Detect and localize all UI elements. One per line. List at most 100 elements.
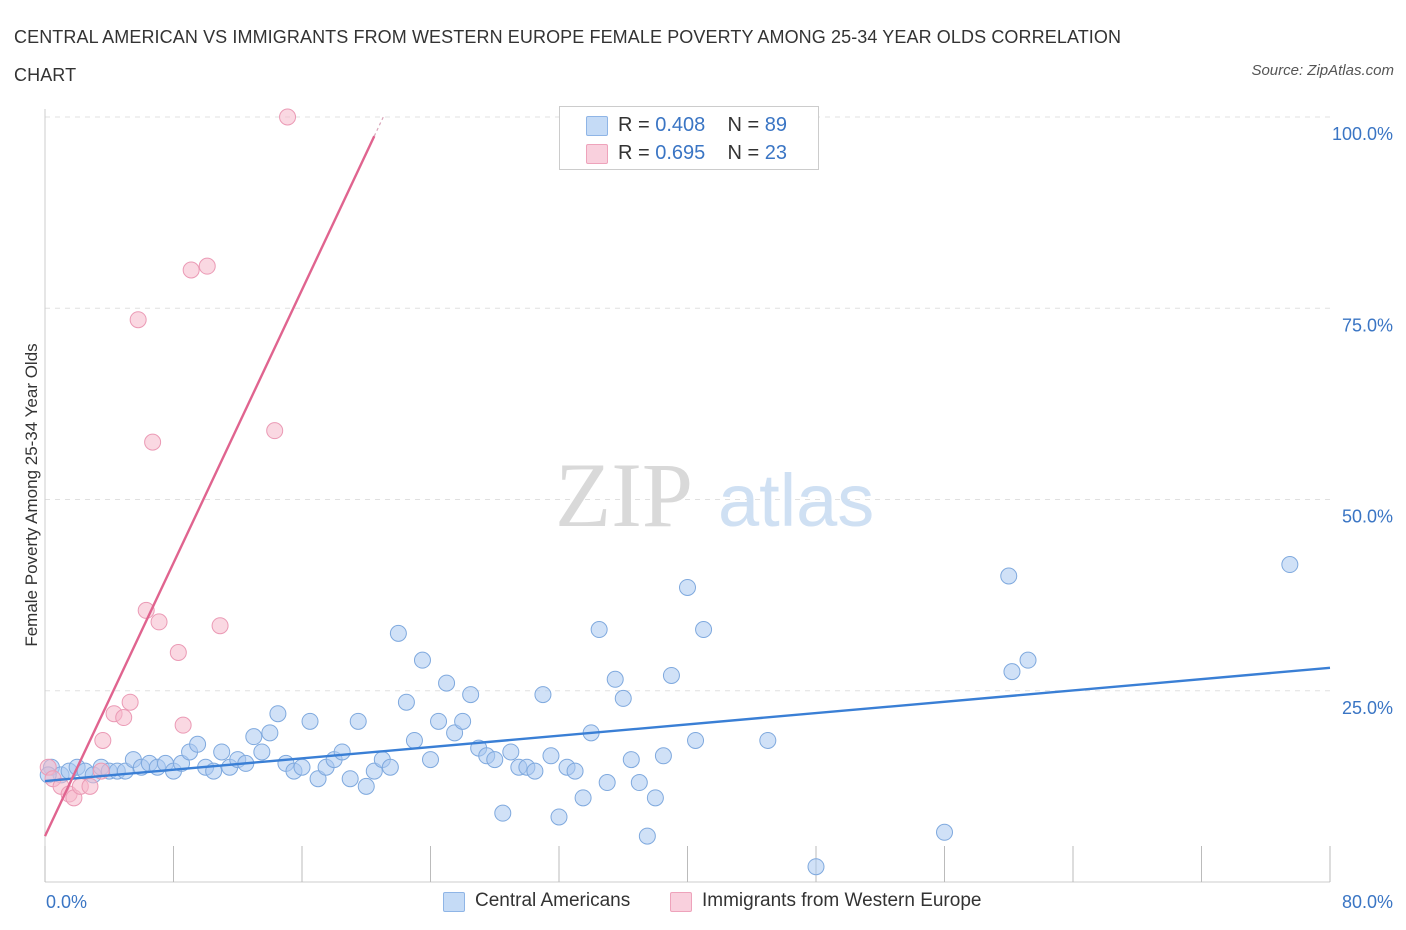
y-tick-labels: 100.0% 75.0% 50.0% 25.0% xyxy=(1332,124,1393,718)
point-western-europe xyxy=(115,709,133,727)
point-central-american xyxy=(566,762,584,780)
point-central-american xyxy=(397,693,415,711)
point-central-american xyxy=(422,751,439,769)
stats-n-label: N = xyxy=(727,114,760,136)
point-central-american xyxy=(357,777,375,795)
stats-r-label: R = xyxy=(618,114,650,136)
point-central-american xyxy=(1000,567,1018,585)
legend-swatch-blue xyxy=(443,892,465,912)
point-central-american xyxy=(574,789,592,807)
point-western-europe xyxy=(266,422,284,440)
point-western-europe xyxy=(198,257,216,275)
point-central-american xyxy=(462,686,480,704)
point-central-american xyxy=(542,747,560,765)
point-central-american xyxy=(349,712,367,730)
point-central-american xyxy=(1019,651,1037,669)
point-central-american xyxy=(646,789,664,807)
point-western-europe xyxy=(150,613,168,631)
point-central-american xyxy=(430,712,448,730)
y-tick-label: 100.0% xyxy=(1332,124,1393,144)
y-tick-label: 75.0% xyxy=(1342,315,1393,335)
legend-label: Central Americans xyxy=(475,890,631,911)
x-tick-label: 80.0% xyxy=(1342,892,1393,912)
stats-swatch-blue xyxy=(586,116,608,136)
point-central-american xyxy=(454,712,472,730)
grid-lines xyxy=(45,116,1330,692)
trend-line-extension xyxy=(373,116,384,137)
trend-line-central-americans xyxy=(44,666,1331,783)
point-central-american xyxy=(550,808,568,826)
point-western-europe xyxy=(129,311,147,329)
point-central-american xyxy=(381,758,399,776)
stats-swatch-pink xyxy=(586,144,608,164)
point-central-american xyxy=(269,705,287,723)
point-central-american xyxy=(494,804,512,822)
chart-title: CENTRAL AMERICAN VS IMMIGRANTS FROM WEST… xyxy=(14,27,1122,85)
y-tick-label: 25.0% xyxy=(1342,698,1393,718)
point-western-europe xyxy=(94,731,112,749)
stats-box: R = 0.408 N = 89 R = 0.695 N = 23 xyxy=(559,106,819,170)
point-central-american xyxy=(590,621,608,639)
point-central-american xyxy=(654,747,672,765)
watermark-atlas: atlas xyxy=(718,459,874,542)
point-central-american xyxy=(301,712,319,730)
watermark-zip: ZIP xyxy=(555,444,693,546)
stats-r-value: 0.695 xyxy=(655,142,706,164)
point-central-american xyxy=(405,731,423,749)
point-central-american xyxy=(1281,556,1299,574)
watermark: ZIP atlas xyxy=(555,444,874,546)
point-central-american xyxy=(606,670,624,688)
point-central-american xyxy=(486,751,504,769)
point-western-europe xyxy=(174,716,192,734)
point-central-american xyxy=(413,651,431,669)
y-tick-label: 50.0% xyxy=(1342,507,1393,527)
point-central-american xyxy=(438,674,456,692)
point-central-american xyxy=(936,823,953,841)
point-western-europe xyxy=(144,433,162,451)
stats-r-value: 0.408 xyxy=(655,114,706,136)
point-western-europe xyxy=(121,693,139,711)
point-central-american xyxy=(389,624,407,642)
legend-label: Immigrants from Western Europe xyxy=(702,890,982,911)
point-central-american xyxy=(598,774,616,792)
trend-line-western-europe xyxy=(43,135,376,837)
point-central-american xyxy=(293,758,311,776)
stats-n-value: 89 xyxy=(764,114,788,136)
point-central-american xyxy=(341,770,359,788)
point-central-american xyxy=(759,731,777,749)
point-central-american xyxy=(213,743,231,761)
point-central-american xyxy=(189,735,207,753)
point-western-europe xyxy=(81,777,99,795)
point-central-american xyxy=(1003,663,1021,681)
x-tick-label: 0.0% xyxy=(46,892,87,912)
point-central-american xyxy=(687,731,705,749)
point-central-american xyxy=(534,686,552,704)
y-axis-label: Female Poverty Among 25-34 Year Olds xyxy=(22,343,41,646)
point-western-europe xyxy=(182,261,200,279)
point-central-american xyxy=(253,743,271,761)
stats-n-label: N = xyxy=(727,142,760,164)
trend-lines xyxy=(43,116,1331,837)
point-central-american xyxy=(502,743,520,761)
point-central-american xyxy=(614,689,632,707)
point-central-american xyxy=(526,762,544,780)
point-central-american xyxy=(622,751,640,769)
point-central-american xyxy=(807,858,825,876)
axes xyxy=(44,109,1331,883)
source-label: Source: ZipAtlas.com xyxy=(1251,62,1394,79)
stats-n-value: 23 xyxy=(764,142,788,164)
point-central-american xyxy=(638,827,656,845)
stats-r-label: R = xyxy=(618,142,650,164)
legend-swatch-pink xyxy=(670,892,692,912)
point-central-american xyxy=(630,774,648,792)
point-western-europe xyxy=(279,108,297,126)
x-tick-labels: 0.0% 80.0% xyxy=(46,892,1393,912)
point-central-american xyxy=(333,743,351,761)
point-western-europe xyxy=(169,644,187,661)
point-central-american xyxy=(662,666,680,684)
point-western-europe xyxy=(211,617,229,635)
point-central-american xyxy=(261,724,279,742)
point-central-american xyxy=(695,621,713,639)
point-central-american xyxy=(245,728,263,746)
